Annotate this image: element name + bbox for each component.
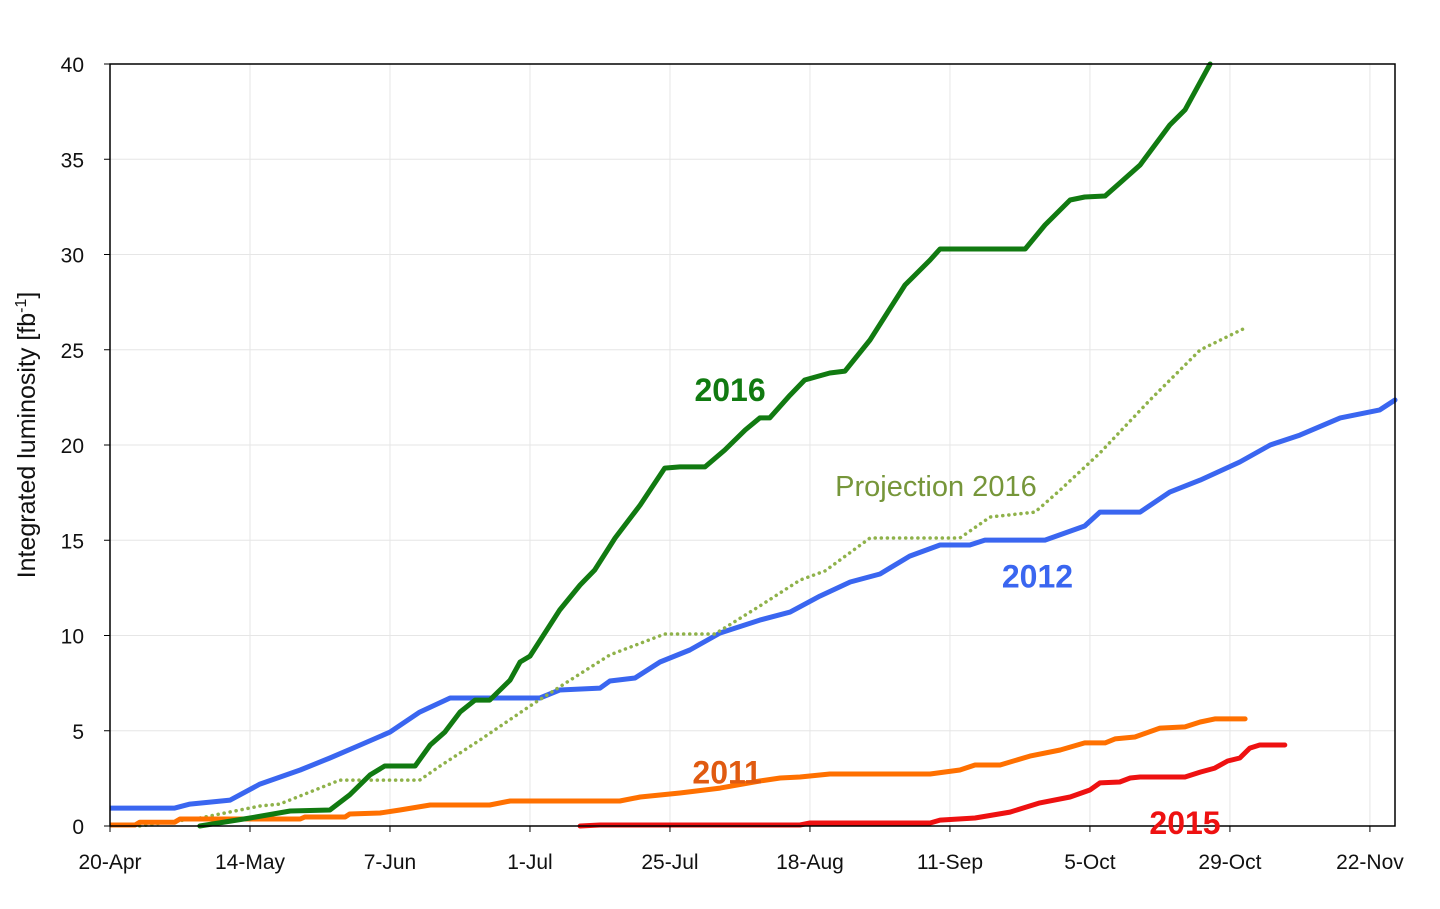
x-tick-label: 20-Apr xyxy=(78,851,141,874)
y-tick-label: 35 xyxy=(61,149,84,172)
grid xyxy=(109,63,1395,827)
series-line-2011 xyxy=(110,716,1248,828)
series-label-2012: 2012 xyxy=(1002,558,1073,594)
series-line-projection-2016 xyxy=(137,326,1247,828)
series-labels: 2012 Projection 2016 2011 2015 2016 xyxy=(692,372,1220,841)
y-tick-label: 20 xyxy=(61,435,84,458)
x-tick-label: 14-May xyxy=(215,851,286,874)
series-label-2011: 2011 xyxy=(692,755,761,791)
axes: 0 5 10 15 20 25 30 35 40 20-Apr 14-May 7-Jun 1-Jul 25… xyxy=(61,54,1405,874)
y-tick-label: 25 xyxy=(61,340,84,363)
x-tick-label: 22-Nov xyxy=(1336,851,1404,874)
x-tick-label: 29-Oct xyxy=(1198,851,1261,874)
x-tick-label: 25-Jul xyxy=(641,851,698,874)
series-line-2012 xyxy=(110,397,1398,811)
x-tick-label: 5-Oct xyxy=(1064,851,1116,874)
y-tick-label: 40 xyxy=(61,54,84,77)
y-tick-label: 10 xyxy=(61,626,84,649)
x-tick-label: 11-Sep xyxy=(917,851,983,874)
x-tick-label: 1-Jul xyxy=(507,851,553,874)
series-label-projection-2016: Projection 2016 xyxy=(835,471,1037,503)
y-tick-label: 0 xyxy=(72,816,84,839)
y-tick-label: 30 xyxy=(61,245,84,268)
series-label-2015: 2015 xyxy=(1149,805,1220,841)
series-line-2015 xyxy=(577,742,1288,829)
series-label-2016: 2016 xyxy=(694,372,765,408)
y-axis-label: Integrated luminosity [fb-1] xyxy=(13,292,41,579)
series-lines xyxy=(110,61,1398,829)
series-line-2016 xyxy=(197,61,1213,829)
y-tick-label: 5 xyxy=(72,721,84,744)
y-tick-label: 15 xyxy=(61,530,84,553)
x-tick-label: 18-Aug xyxy=(776,851,844,874)
x-tick-label: 7-Jun xyxy=(364,851,417,874)
